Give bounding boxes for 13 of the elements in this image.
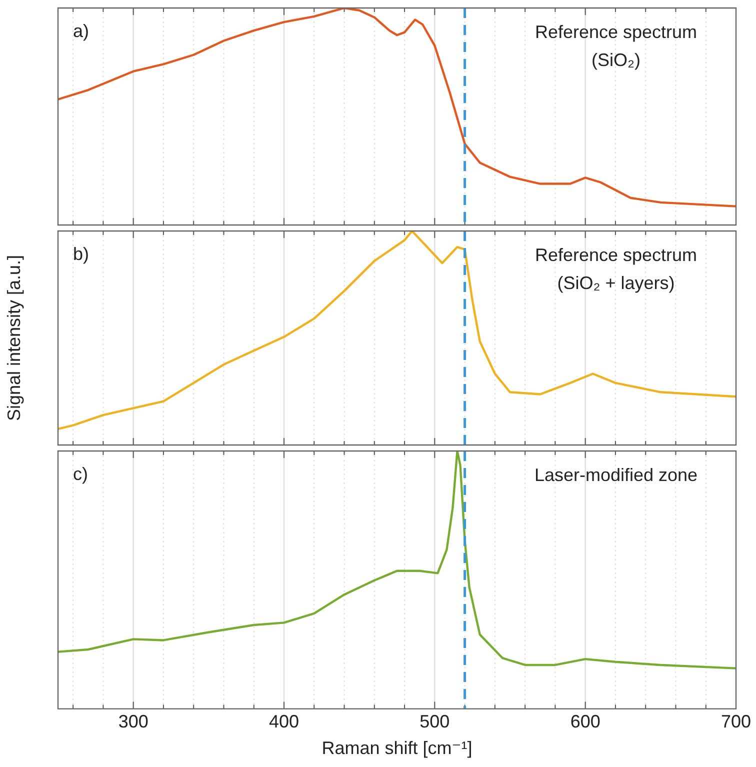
x-tick-label: 600 [570,712,600,732]
x-tick-label: 500 [420,712,450,732]
x-tick-label: 300 [118,712,148,732]
y-axis-title: Signal intensity [a.u.] [4,254,24,422]
x-tick-label: 400 [268,712,300,732]
annotation: Reference spectrum (SiO₂) [534,22,698,70]
x-axis-title: Raman shift [cm⁻¹] [322,738,472,758]
annotation: a) [73,20,90,41]
annotation: b) [73,244,90,264]
annotation: Reference spectrum (SiO₂ + layers) [534,244,698,293]
x-tick-label: 700 [720,712,752,732]
annotation: Laser-modified zone [534,464,698,485]
annotation: c) [73,464,88,484]
